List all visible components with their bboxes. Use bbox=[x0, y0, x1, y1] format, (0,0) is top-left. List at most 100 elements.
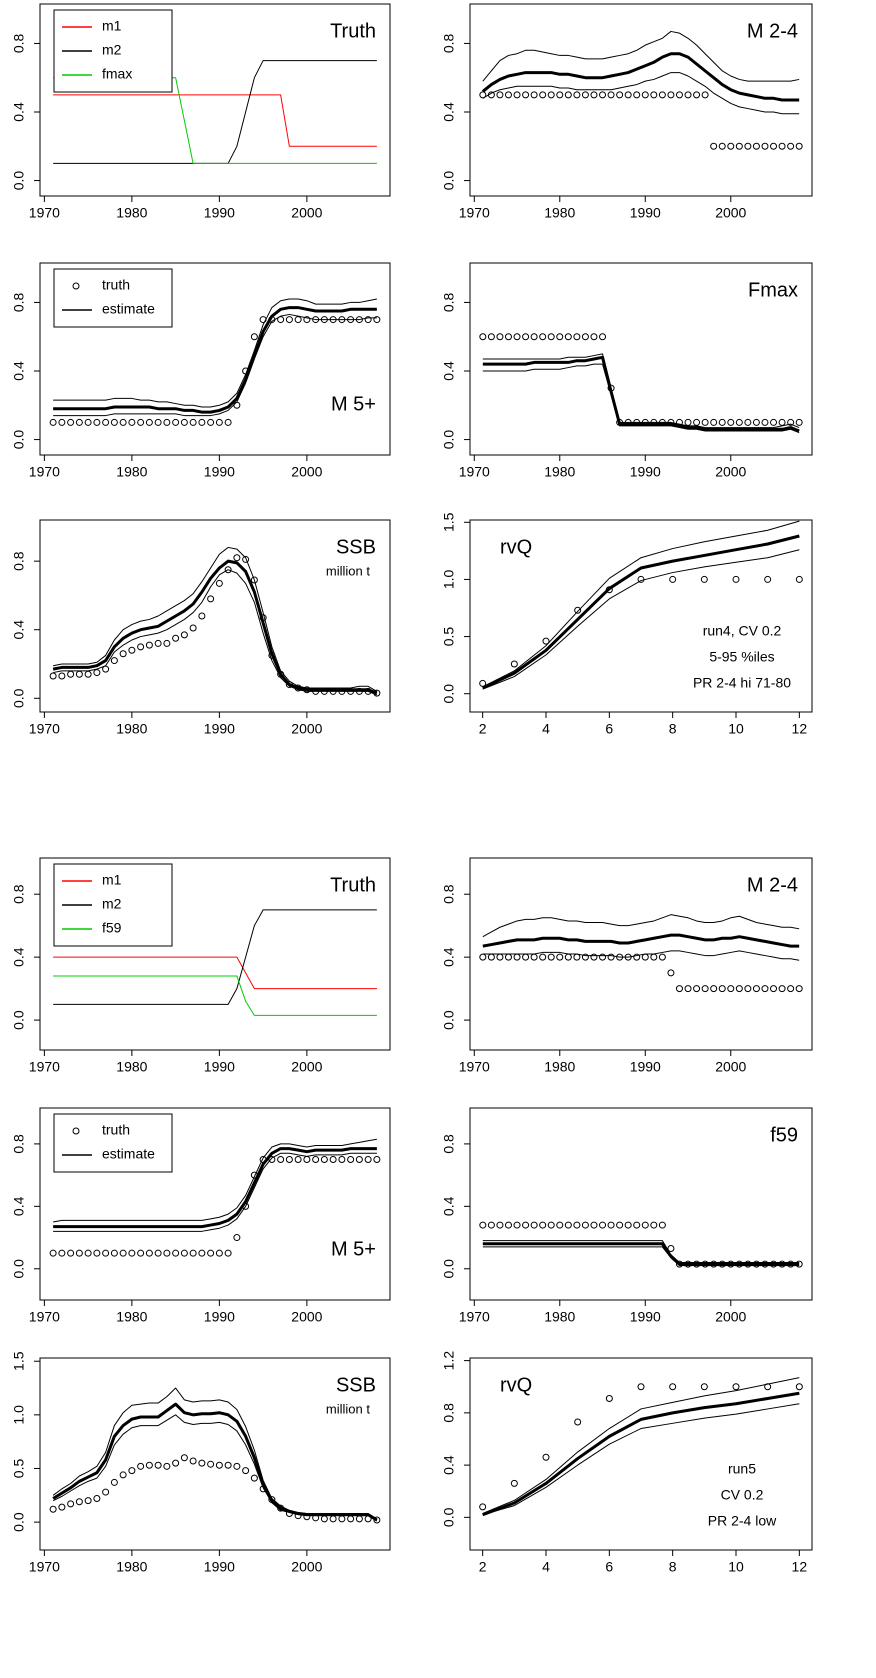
truth-point bbox=[145, 1461, 153, 1469]
truth-point bbox=[510, 1479, 518, 1487]
truth-point bbox=[496, 333, 504, 341]
plot-box bbox=[469, 1357, 813, 1551]
truth-point bbox=[215, 418, 223, 426]
legend-label: truth bbox=[102, 1122, 130, 1138]
legend-label: m2 bbox=[102, 42, 122, 58]
x-tick-label: 2000 bbox=[291, 205, 322, 221]
y-tick-label: 0.0 bbox=[11, 1259, 27, 1279]
truth-point bbox=[320, 1515, 328, 1523]
truth-point bbox=[735, 418, 743, 426]
truth-point bbox=[701, 91, 709, 99]
truth-point bbox=[732, 1383, 740, 1391]
truth-point bbox=[727, 418, 735, 426]
truth-point bbox=[616, 91, 624, 99]
truth-point bbox=[215, 579, 223, 587]
legend-label: estimate bbox=[102, 301, 155, 317]
series-line bbox=[482, 355, 800, 433]
x-tick-label: 1990 bbox=[204, 464, 235, 480]
truth-point bbox=[207, 1460, 215, 1468]
truth-point bbox=[787, 985, 795, 993]
y-tick-label: 0.8 bbox=[11, 33, 27, 53]
truth-point bbox=[616, 1221, 624, 1229]
series-line bbox=[482, 1240, 800, 1264]
truth-point bbox=[667, 969, 675, 977]
truth-point bbox=[693, 418, 701, 426]
series-line bbox=[53, 975, 377, 1016]
truth-point bbox=[312, 1156, 320, 1164]
truth-point bbox=[684, 985, 692, 993]
y-tick-label: 1.5 bbox=[441, 512, 457, 532]
truth-point bbox=[770, 985, 778, 993]
truth-point bbox=[347, 1156, 355, 1164]
truth-point bbox=[658, 953, 666, 961]
truth-point bbox=[180, 418, 188, 426]
x-tick-label: 2000 bbox=[291, 464, 322, 480]
truth-point bbox=[770, 142, 778, 150]
truth-point bbox=[215, 1249, 223, 1257]
y-tick-label: 0.0 bbox=[441, 430, 457, 450]
plot-box bbox=[39, 1357, 391, 1551]
annotation: run4, CV 0.2 bbox=[703, 623, 782, 639]
series-line bbox=[53, 569, 378, 696]
truth-point bbox=[84, 418, 92, 426]
truth-point bbox=[198, 1249, 206, 1257]
truth-point bbox=[605, 1394, 613, 1402]
truth-point bbox=[787, 142, 795, 150]
truth-point bbox=[547, 91, 555, 99]
legend-label: estimate bbox=[102, 1146, 155, 1162]
truth-point bbox=[137, 418, 145, 426]
annotation: CV 0.2 bbox=[721, 1487, 764, 1503]
truth-point bbox=[102, 418, 110, 426]
truth-point bbox=[487, 333, 495, 341]
truth-point bbox=[701, 985, 709, 993]
panel-subtitle: million t bbox=[326, 1401, 370, 1416]
truth-point bbox=[364, 316, 372, 324]
y-tick-label: 0.4 bbox=[11, 1196, 27, 1216]
truth-point bbox=[67, 670, 75, 678]
truth-point bbox=[180, 631, 188, 639]
y-tick-label: 0.0 bbox=[441, 684, 457, 704]
series-line bbox=[482, 1391, 800, 1517]
truth-point bbox=[556, 91, 564, 99]
truth-point bbox=[479, 333, 487, 341]
truth-point bbox=[137, 643, 145, 651]
truth-point bbox=[110, 657, 118, 665]
truth-point bbox=[607, 953, 615, 961]
series-line bbox=[53, 1147, 377, 1229]
truth-point bbox=[761, 142, 769, 150]
truth-point bbox=[93, 1495, 101, 1503]
truth-point bbox=[650, 1221, 658, 1229]
truth-point bbox=[650, 91, 658, 99]
truth-point bbox=[58, 1249, 66, 1257]
x-tick-label: 12 bbox=[792, 721, 808, 737]
plot-box bbox=[39, 3, 391, 197]
truth-point bbox=[795, 985, 803, 993]
truth-point bbox=[504, 1221, 512, 1229]
panel-title: SSB bbox=[336, 536, 376, 558]
truth-point bbox=[277, 1156, 285, 1164]
legend-box bbox=[53, 9, 173, 93]
plot-box bbox=[469, 1107, 813, 1301]
truth-point bbox=[110, 418, 118, 426]
truth-point bbox=[154, 639, 162, 647]
series-line bbox=[481, 52, 800, 102]
truth-point bbox=[522, 91, 530, 99]
truth-point bbox=[294, 316, 302, 324]
series-line bbox=[482, 1246, 800, 1267]
y-tick-label: 0.4 bbox=[441, 361, 457, 381]
truth-point bbox=[119, 650, 127, 658]
truth-point bbox=[590, 91, 598, 99]
series-line bbox=[52, 1402, 378, 1522]
truth-point bbox=[504, 953, 512, 961]
truth-point bbox=[496, 91, 504, 99]
truth-point bbox=[329, 1156, 337, 1164]
x-tick-label: 1990 bbox=[630, 205, 661, 221]
truth-point bbox=[172, 634, 180, 642]
truth-point bbox=[795, 1383, 803, 1391]
truth-point bbox=[530, 91, 538, 99]
truth-point bbox=[180, 1249, 188, 1257]
truth-point bbox=[513, 333, 521, 341]
truth-point bbox=[504, 91, 512, 99]
